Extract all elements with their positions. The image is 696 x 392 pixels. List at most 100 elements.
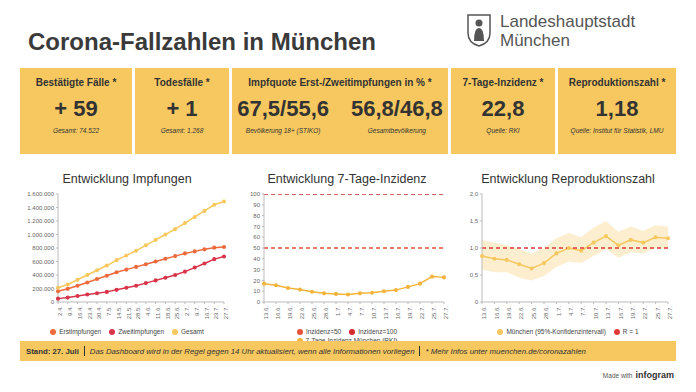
svg-text:22.6.: 22.6. — [518, 306, 524, 320]
svg-text:22.7.: 22.7. — [642, 306, 648, 320]
html-text:Landeshauptstadt: Landeshauptstadt — [500, 12, 636, 31]
html-text:67,5/55,6: 67,5/55,6 — [237, 96, 329, 121]
svg-text:0: 0 — [257, 299, 261, 305]
svg-text:13.7.: 13.7. — [605, 306, 611, 320]
html-text:Bevölkerung 18+ (STIKO): Bevölkerung 18+ (STIKO) — [245, 127, 321, 134]
svg-text:25.6.: 25.6. — [311, 306, 317, 320]
svg-text:23.4.: 23.4. — [87, 306, 93, 320]
svg-text:22.6.: 22.6. — [299, 306, 305, 320]
svg-text:28.6.: 28.6. — [323, 306, 329, 320]
html-text:+ 59: + 59 — [54, 96, 98, 121]
svg-text:28.5.: 28.5. — [135, 306, 141, 320]
svg-text:25.7.: 25.7. — [655, 306, 661, 320]
svg-text:10.7.: 10.7. — [593, 306, 599, 320]
html-text:7-Tage-Inzidenz *: 7-Tage-Inzidenz * — [462, 77, 544, 88]
html-text:Entwicklung Impfungen: Entwicklung Impfungen — [62, 172, 192, 186]
svg-text:25.6.: 25.6. — [531, 306, 537, 320]
svg-text:27.7.: 27.7. — [223, 306, 229, 320]
html-text:Impfquote Erst-/Zweitimpfungen: Impfquote Erst-/Zweitimpfungen in % * — [248, 77, 432, 88]
svg-text:400.000: 400.000 — [32, 272, 54, 278]
svg-text:1,0: 1,0 — [470, 245, 479, 251]
svg-text:80: 80 — [253, 213, 260, 219]
svg-text:90: 90 — [253, 202, 260, 208]
svg-text:1,5: 1,5 — [470, 218, 479, 224]
svg-text:7.5.: 7.5. — [106, 306, 112, 316]
svg-text:19.6.: 19.6. — [506, 306, 512, 320]
svg-text:16.7.: 16.7. — [204, 306, 210, 320]
svg-text:4.7.: 4.7. — [568, 306, 574, 316]
html-text:Made with infogram: Made with infogram — [602, 370, 674, 380]
html-text:Gesamt: 1.268: Gesamt: 1.268 — [160, 127, 204, 134]
html-text:Reproduktionszahl *: Reproduktionszahl * — [568, 77, 666, 88]
svg-text:0,5: 0,5 — [470, 272, 479, 278]
svg-text:9.4.: 9.4. — [67, 306, 73, 316]
svg-text:1.7.: 1.7. — [335, 306, 341, 316]
svg-text:2.7.: 2.7. — [184, 306, 190, 316]
html-text:Bestätigte Fälle *: Bestätigte Fälle * — [35, 77, 117, 88]
html-text:Das Dashboard wird in der Rege: Das Dashboard wird in der Regel gegen 14… — [89, 346, 415, 356]
svg-text:16.7.: 16.7. — [395, 306, 401, 320]
svg-text:2.4.: 2.4. — [57, 306, 63, 316]
svg-text:27.7.: 27.7. — [443, 306, 449, 320]
svg-text:13.6.: 13.6. — [481, 306, 487, 320]
html-text:Gesamt: 74.522: Gesamt: 74.522 — [52, 127, 100, 134]
html-text:Corona-Fallzahlen in München: Corona-Fallzahlen in München — [28, 28, 376, 55]
html-text:Todesfälle *: Todesfälle * — [154, 77, 210, 88]
svg-text:1.7.: 1.7. — [556, 306, 562, 316]
svg-text:9.7.: 9.7. — [194, 306, 200, 316]
svg-text:30.4.: 30.4. — [96, 306, 102, 320]
svg-text:10.7.: 10.7. — [371, 306, 377, 320]
svg-text:4.6.: 4.6. — [145, 306, 151, 316]
svg-text:13.7.: 13.7. — [383, 306, 389, 320]
svg-text:600.000: 600.000 — [32, 259, 54, 265]
svg-text:25.7.: 25.7. — [431, 306, 437, 320]
svg-text:4.7.: 4.7. — [347, 306, 353, 316]
svg-text:16.7.: 16.7. — [618, 306, 624, 320]
svg-text:7.7.: 7.7. — [359, 306, 365, 316]
svg-text:60: 60 — [253, 234, 260, 240]
html-text:22,8: 22,8 — [481, 96, 525, 121]
svg-text:2,0: 2,0 — [470, 191, 479, 197]
html-text:1,18: 1,18 — [595, 96, 639, 121]
svg-text:27.7.: 27.7. — [667, 306, 673, 320]
html-text:Entwicklung 7-Tage-Inzidenz: Entwicklung 7-Tage-Inzidenz — [267, 172, 427, 186]
svg-text:14.5.: 14.5. — [116, 306, 122, 320]
html-text:Stand: 27. Juli: Stand: 27. Juli — [26, 346, 79, 356]
svg-text:21.5.: 21.5. — [126, 306, 132, 320]
svg-text:13.6.: 13.6. — [263, 306, 269, 320]
svg-text:16.6.: 16.6. — [494, 306, 500, 320]
svg-text:23.7.: 23.7. — [213, 306, 219, 320]
svg-text:22.7.: 22.7. — [419, 306, 425, 320]
svg-text:0: 0 — [475, 299, 479, 305]
svg-text:30: 30 — [253, 267, 260, 273]
svg-text:70: 70 — [253, 224, 260, 230]
svg-text:1.400.000: 1.400.000 — [27, 205, 54, 211]
svg-text:19.6.: 19.6. — [287, 306, 293, 320]
svg-text:7.7.: 7.7. — [580, 306, 586, 316]
html-text:56,8/46,8: 56,8/46,8 — [351, 96, 443, 121]
svg-text:200.000: 200.000 — [32, 286, 54, 292]
svg-text:100: 100 — [250, 191, 261, 197]
svg-text:16.6.: 16.6. — [275, 306, 281, 320]
svg-text:50: 50 — [253, 245, 260, 251]
html-text:Gesamtbevölkerung: Gesamtbevölkerung — [367, 127, 426, 134]
svg-text:1.000.000: 1.000.000 — [27, 232, 54, 238]
html-text:München: München — [500, 31, 570, 50]
svg-text:1.200.000: 1.200.000 — [27, 218, 54, 224]
svg-text:25.6.: 25.6. — [174, 306, 180, 320]
svg-text:28.6.: 28.6. — [543, 306, 549, 320]
svg-text:19.7.: 19.7. — [407, 306, 413, 320]
html-text:* Mehr Infos unter muenchen.de: * Mehr Infos unter muenchen.de/coronazah… — [425, 346, 586, 356]
svg-text:19.7.: 19.7. — [630, 306, 636, 320]
svg-text:0: 0 — [51, 299, 55, 305]
svg-text:11.6.: 11.6. — [155, 306, 161, 319]
svg-text:16.4.: 16.4. — [77, 306, 83, 320]
svg-text:40: 40 — [253, 256, 260, 262]
svg-text:1.600.000: 1.600.000 — [27, 191, 54, 197]
html-text:Entwicklung Reproduktionszahl: Entwicklung Reproduktionszahl — [481, 172, 655, 186]
svg-text:18.6.: 18.6. — [165, 306, 171, 320]
svg-text:800.000: 800.000 — [32, 245, 54, 251]
svg-text:10: 10 — [253, 288, 260, 294]
svg-text:20: 20 — [253, 278, 260, 284]
html-text:+ 1: + 1 — [166, 96, 198, 121]
